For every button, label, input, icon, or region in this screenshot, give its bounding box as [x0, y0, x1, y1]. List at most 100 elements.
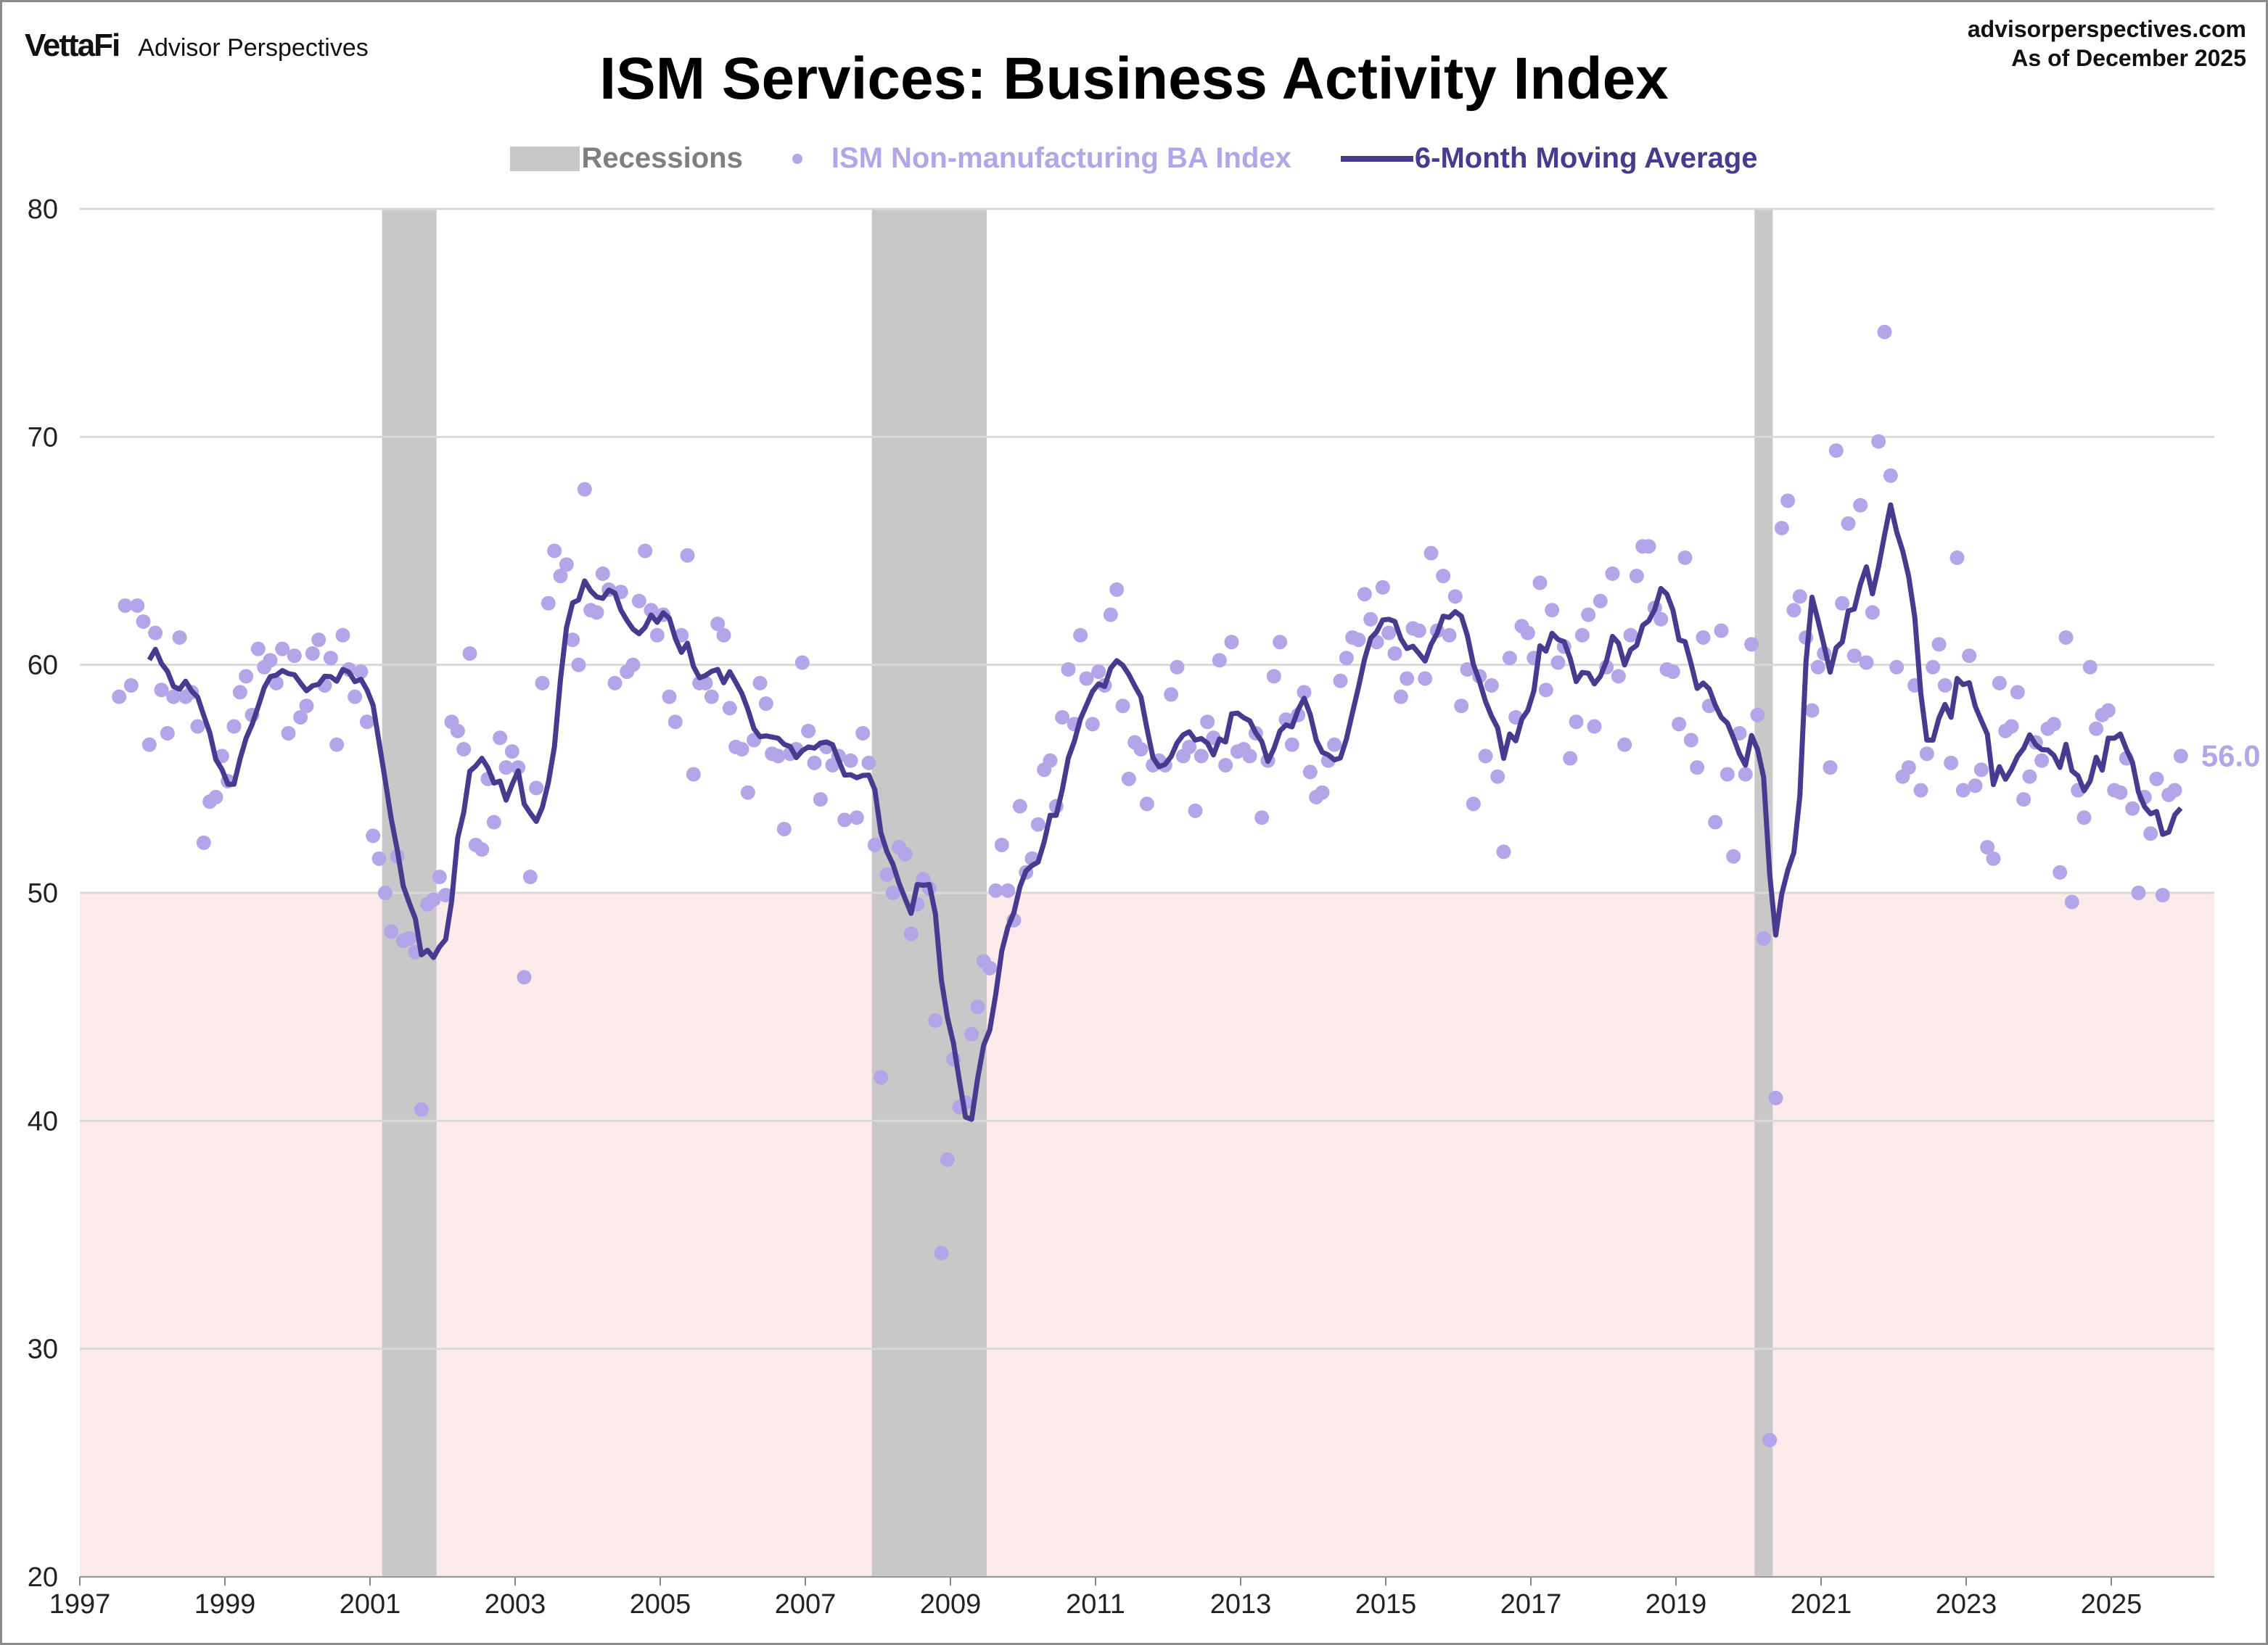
- last-value-label: 56.0: [2201, 738, 2261, 772]
- index-point: [994, 837, 1009, 852]
- index-point: [1962, 648, 1977, 664]
- index-point: [1490, 769, 1505, 784]
- index-point: [1581, 607, 1596, 622]
- x-tick-label: 2001: [340, 1589, 401, 1620]
- index-point: [801, 723, 816, 738]
- index-point: [1641, 539, 1656, 554]
- index-point: [1804, 703, 1820, 718]
- index-point: [607, 675, 623, 690]
- index-point: [148, 625, 163, 640]
- legend-item-recessions: Recessions: [510, 142, 743, 175]
- logo-subtitle: Advisor Perspectives: [138, 34, 369, 62]
- index-point: [2143, 826, 2158, 841]
- line-marker-icon: [1340, 155, 1413, 162]
- index-point: [1200, 714, 1215, 730]
- index-point: [456, 741, 472, 756]
- x-tick-label: 2007: [775, 1589, 837, 1620]
- index-point: [1726, 849, 1741, 864]
- index-point: [1085, 717, 1100, 732]
- index-point: [1605, 566, 1620, 581]
- y-tick-label: 30: [28, 1335, 58, 1365]
- index-point: [1502, 651, 1517, 666]
- index-point: [535, 675, 550, 690]
- index-point: [1423, 545, 1439, 561]
- index-point: [1242, 749, 1257, 764]
- index-point: [547, 543, 562, 558]
- y-tick-label: 80: [28, 194, 58, 225]
- index-point: [1218, 757, 1233, 772]
- index-point: [680, 548, 695, 563]
- index-point: [1545, 603, 1560, 618]
- index-point: [964, 1026, 979, 1042]
- index-point: [1871, 434, 1886, 449]
- index-point: [1708, 815, 1723, 830]
- index-point: [118, 598, 133, 613]
- index-point: [1387, 646, 1402, 661]
- dot-marker-icon: [792, 153, 802, 164]
- index-point: [517, 970, 532, 985]
- index-point: [667, 714, 683, 730]
- index-point: [196, 835, 211, 850]
- index-point: [1454, 698, 1469, 714]
- index-point: [1297, 685, 1312, 700]
- index-point: [1980, 840, 1995, 855]
- index-point: [1012, 799, 1027, 814]
- index-point: [2076, 810, 2092, 825]
- x-tick-label: 2019: [1645, 1589, 1707, 1620]
- index-point: [493, 730, 508, 746]
- y-tick-label: 20: [28, 1562, 58, 1593]
- index-point: [1043, 753, 1058, 768]
- x-tick-label: 1999: [194, 1589, 256, 1620]
- x-tick-label: 1997: [49, 1589, 111, 1620]
- index-point: [1810, 659, 1825, 675]
- index-point: [940, 1152, 955, 1167]
- index-point: [644, 603, 659, 618]
- index-point: [861, 755, 876, 770]
- legend-label: 6-Month Moving Average: [1414, 142, 1758, 174]
- index-point: [1617, 737, 1632, 752]
- index-point: [1212, 653, 1227, 668]
- index-point: [571, 657, 586, 672]
- index-point: [1792, 589, 1807, 604]
- index-point: [299, 698, 314, 714]
- index-point: [704, 689, 719, 704]
- x-tick-label: 2003: [485, 1589, 546, 1620]
- index-point: [1278, 712, 1294, 727]
- index-point: [1381, 625, 1397, 640]
- x-tick-label: 2021: [1791, 1589, 1852, 1620]
- index-point: [2125, 801, 2140, 816]
- legend-label: Recessions: [581, 142, 743, 174]
- index-point: [752, 675, 768, 690]
- index-point: [1944, 755, 1959, 770]
- index-point: [522, 869, 538, 884]
- index-point: [807, 755, 822, 770]
- index-point: [486, 815, 501, 830]
- index-point: [2034, 753, 2050, 768]
- as-of-date: As of December 2025: [2011, 45, 2246, 71]
- index-point: [511, 760, 526, 775]
- index-point: [1284, 737, 1299, 752]
- index-point: [1865, 605, 1880, 620]
- index-point: [1484, 677, 1499, 693]
- legend: Recessions ISM Non-manufacturing BA Inde…: [0, 142, 2268, 175]
- index-point: [1683, 733, 1698, 748]
- index-point: [2053, 865, 2068, 880]
- source-block: advisorperspectives.com As of December 2…: [1968, 15, 2246, 73]
- index-point: [849, 810, 864, 825]
- index-point: [1889, 659, 1905, 675]
- index-point: [625, 657, 641, 672]
- y-tick-label: 60: [28, 651, 58, 681]
- index-point: [1986, 851, 2001, 866]
- index-point: [154, 683, 169, 698]
- index-point: [1442, 627, 1457, 643]
- index-point: [1732, 725, 1747, 741]
- index-point: [1623, 627, 1638, 643]
- logo-brand: VettaFi: [25, 28, 120, 63]
- y-tick-label: 50: [28, 878, 58, 909]
- index-point: [293, 709, 308, 725]
- index-point: [722, 701, 737, 716]
- index-point: [1436, 569, 1451, 584]
- index-point: [1919, 746, 1934, 762]
